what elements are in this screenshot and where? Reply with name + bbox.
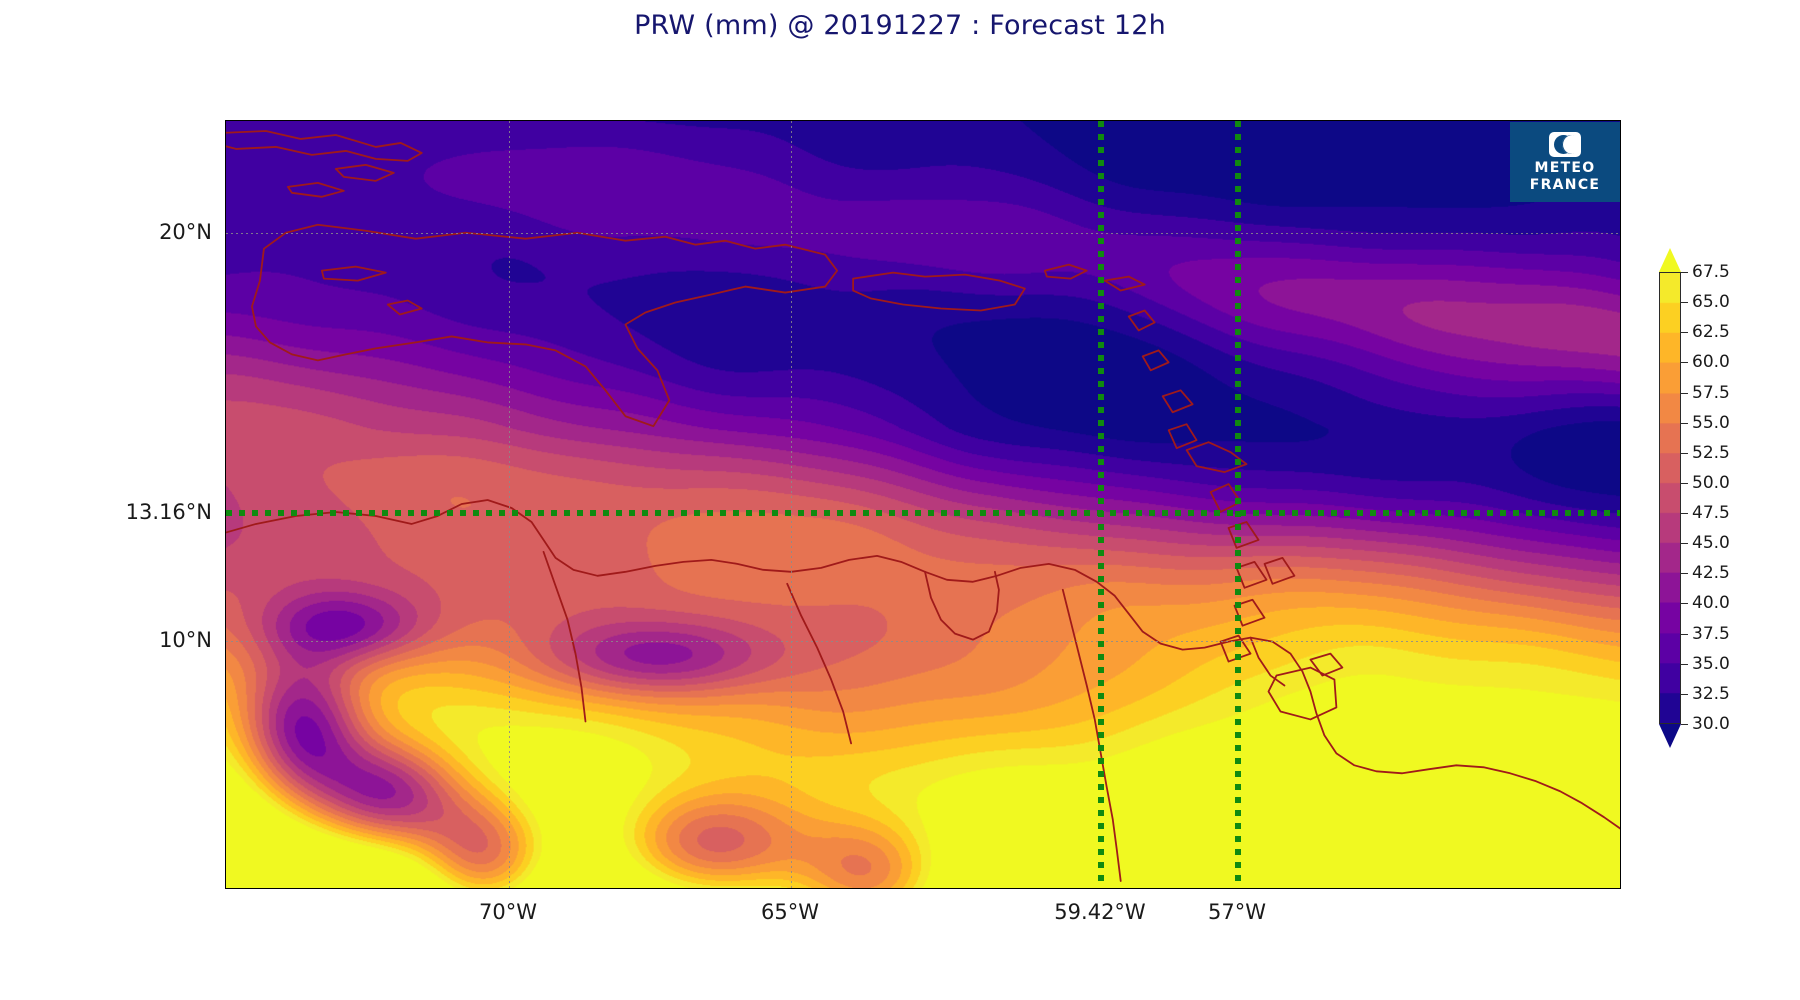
meteo-france-logo[interactable]: METEO FRANCE <box>1510 122 1620 202</box>
colorbar-tick-label: 60.0 <box>1692 352 1730 373</box>
colorbar-tick-label: 37.5 <box>1692 623 1730 644</box>
marker-line-lat-13-16 <box>226 510 1620 516</box>
colorbar-tick-label: 35.0 <box>1692 653 1730 674</box>
colorbar-tick-label: 50.0 <box>1692 472 1730 493</box>
ytick-label-1: 13.16°N <box>125 500 212 524</box>
colorbar-tick-label: 62.5 <box>1692 322 1730 343</box>
colorbar-tick <box>1681 543 1688 545</box>
xtick-label-3: 57°W <box>1208 900 1266 924</box>
gridline-lat-20 <box>226 233 1620 234</box>
logo-line-1: METEO <box>1534 159 1596 176</box>
colorbar-tick-label: 32.5 <box>1692 683 1730 704</box>
prw-field-heatmap <box>226 121 1620 888</box>
colorbar-tick <box>1681 693 1688 695</box>
gridline-lon-65 <box>791 121 792 888</box>
colorbar-tick <box>1681 663 1688 665</box>
colorbar-tick <box>1681 633 1688 635</box>
xtick-label-1: 65°W <box>761 900 819 924</box>
colorbar-tick <box>1681 452 1688 454</box>
colorbar-tick <box>1681 272 1688 273</box>
ytick-label-0: 20°N <box>159 220 212 244</box>
map-plot-area[interactable] <box>225 120 1621 889</box>
meteo-france-emblem-icon <box>1549 131 1581 157</box>
coastline-overlay <box>226 130 1620 882</box>
colorbar-tick-label: 30.0 <box>1692 714 1730 734</box>
colorbar-gradient <box>1659 272 1681 724</box>
colorbar-tick-label: 42.5 <box>1692 563 1730 584</box>
marker-line-lon-57 <box>1235 121 1241 888</box>
colorbar-tick <box>1681 392 1688 394</box>
colorbar-tick-label: 40.0 <box>1692 593 1730 614</box>
colorbar-tick-label: 47.5 <box>1692 503 1730 524</box>
colorbar-tick-label: 67.5 <box>1692 262 1730 282</box>
logo-line-2: FRANCE <box>1529 176 1601 193</box>
colorbar-tick <box>1681 362 1688 364</box>
colorbar-tick-label: 65.0 <box>1692 292 1730 313</box>
xtick-label-2: 59.42°W <box>1054 900 1146 924</box>
ytick-label-2: 10°N <box>159 628 212 652</box>
colorbar-tick <box>1681 603 1688 605</box>
colorbar-tick <box>1681 482 1688 484</box>
xtick-label-0: 70°W <box>479 900 537 924</box>
colorbar-tick-label: 57.5 <box>1692 382 1730 403</box>
gridline-lon-70 <box>509 121 510 888</box>
colorbar-over-arrow-icon <box>1659 248 1681 272</box>
colorbar-tick-label: 52.5 <box>1692 442 1730 463</box>
colorbar-tick-label: 45.0 <box>1692 533 1730 554</box>
marker-line-lon-59-42 <box>1098 121 1104 888</box>
colorbar-tick <box>1681 332 1688 334</box>
colorbar-tick-label: 55.0 <box>1692 412 1730 433</box>
colorbar-under-arrow-icon <box>1659 724 1681 748</box>
colorbar-tick <box>1681 302 1688 304</box>
gridline-lat-10 <box>226 641 1620 642</box>
page-title: PRW (mm) @ 20191227 : Forecast 12h <box>634 10 1166 41</box>
colorbar-tick <box>1681 422 1688 424</box>
colorbar-tick <box>1681 573 1688 575</box>
colorbar: 67.5 65.0 62.5 60.0 57.5 55.0 52.5 50.0 47.5 45.0… <box>1659 248 1800 748</box>
colorbar-tick <box>1681 513 1688 515</box>
colorbar-tick <box>1681 724 1688 725</box>
